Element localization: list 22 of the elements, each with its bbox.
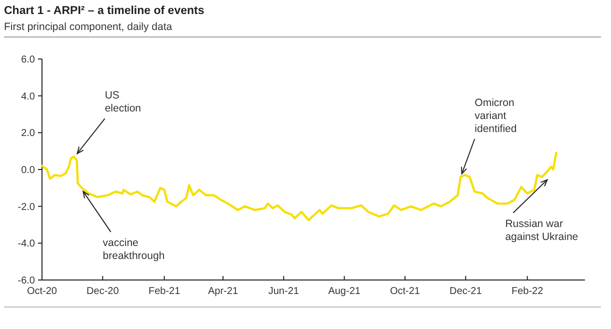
x-tick-label: Feb-21 (148, 286, 181, 297)
y-tick-label: -2.0 (18, 202, 36, 213)
y-tick-label: 2.0 (21, 128, 36, 140)
chart-title: Chart 1 - ARPI² – a timeline of events (4, 5, 204, 17)
y-tick-label: -4.0 (18, 238, 36, 250)
x-tick-label: Aug-21 (328, 286, 361, 297)
x-tick-label: Dec-20 (86, 286, 120, 297)
x-tick-label: Jun-21 (268, 286, 300, 297)
annotation: US election (104, 90, 142, 115)
annotation: Omicron variant identified (474, 96, 517, 135)
annotation: vaccine breakthrough (102, 236, 165, 262)
x-tick-label: Apr-21 (208, 286, 238, 297)
x-tick-label: Oct-21 (390, 286, 420, 297)
chart-subtitle: First principal component, daily data (4, 21, 172, 33)
y-tick-label: 0.0 (21, 165, 36, 176)
x-tick-label: Feb-22 (511, 286, 544, 297)
x-tick-label: Oct-20 (26, 286, 58, 297)
annotation: Russian war against Ukraine (505, 218, 578, 243)
y-tick-label: 4.0 (21, 91, 36, 102)
y-tick-label: -6.0 (18, 276, 36, 286)
y-tick-label: 6.0 (21, 54, 36, 66)
x-tick-label: Dec-21 (450, 286, 482, 297)
